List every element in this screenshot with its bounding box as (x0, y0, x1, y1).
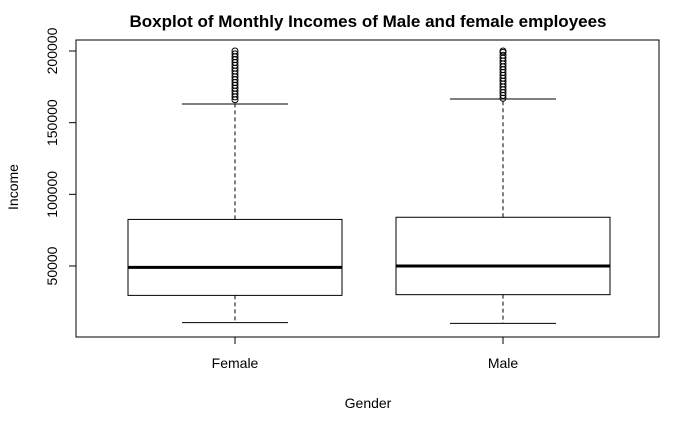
box-male (395, 47, 611, 324)
x-tick-label: Male (488, 355, 519, 371)
iqr-box (395, 216, 611, 296)
x-tick-label: Female (212, 355, 259, 371)
outlier-point (231, 50, 239, 58)
y-tick-label: 150000 (44, 99, 60, 146)
y-axis: 50000 100000 150000 200000 (44, 27, 77, 285)
chart-title: Boxplot of Monthly Incomes of Male and f… (129, 12, 606, 31)
box-female (127, 47, 343, 324)
outlier-point (499, 47, 507, 55)
x-axis: Female Male (212, 336, 519, 371)
y-tick-label: 200000 (44, 27, 60, 74)
outlier-point (231, 47, 239, 55)
x-axis-label: Gender (345, 395, 392, 411)
y-axis-label: Income (5, 164, 21, 210)
y-tick-label: 100000 (44, 171, 60, 218)
outlier-point (499, 51, 507, 59)
y-tick-label: 50000 (44, 246, 60, 285)
iqr-box (127, 218, 343, 296)
boxes-group (127, 47, 611, 324)
